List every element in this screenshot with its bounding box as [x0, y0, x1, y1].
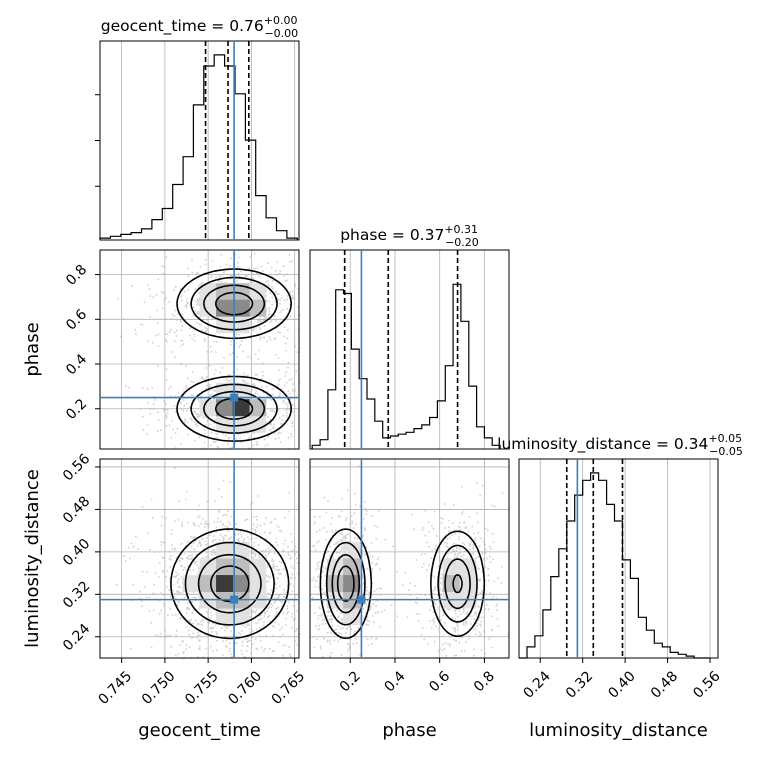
- truth-marker-phase_vs_geocent_time: [230, 393, 239, 402]
- density-cell: [199, 399, 217, 417]
- ytick-label-phase-0: 0.2: [63, 396, 90, 423]
- contour-luminosity_distance_vs_phase-0: [319, 528, 486, 640]
- density-cell: [249, 415, 267, 433]
- x-axis-label-phase: phase: [382, 720, 436, 741]
- title-plus-error: +0.00: [264, 14, 298, 27]
- ytick-label-luminosity_distance-1: 0.32: [60, 578, 93, 611]
- sample-points-luminosity_distance_vs_phase: [311, 465, 510, 659]
- density-cell: [216, 399, 233, 417]
- density-cell: [442, 558, 460, 576]
- density-cell: [216, 382, 233, 400]
- ytick-label-phase-1: 0.4: [63, 351, 90, 378]
- density-cell: [182, 575, 200, 592]
- panel-frame-luminosity_distance-luminosity_distance: [518, 458, 719, 659]
- xtick-label-geocent_time-1: 0.750: [139, 668, 179, 708]
- truth-marker-luminosity_distance_vs_geocent_time: [230, 595, 239, 604]
- ytick-label-luminosity_distance-3: 0.48: [60, 493, 93, 526]
- sample-points-luminosity_distance_vs_geocent_time: [115, 467, 301, 660]
- title-minus-error: −0.05: [709, 445, 743, 458]
- contour-luminosity_distance_vs_phase-2: [331, 553, 471, 614]
- xtick-label-phase-0: 0.2: [337, 668, 364, 695]
- contour-phase_vs_geocent_time-3: [214, 291, 254, 420]
- xtick-label-phase-2: 0.6: [426, 668, 453, 695]
- density-cell: [326, 575, 344, 592]
- y-axis-label-luminosity_distance: luminosity_distance: [22, 469, 43, 648]
- density-cell: [216, 299, 233, 317]
- title-value: phase = 0.37: [340, 226, 444, 244]
- density-cell: [442, 575, 460, 592]
- title-value: geocent_time = 0.76: [101, 17, 264, 36]
- density-cell: [232, 541, 250, 559]
- title-plus-error: +0.05: [708, 432, 742, 445]
- xtick-label-geocent_time-4: 0.765: [269, 668, 309, 708]
- histogram-phase: [311, 283, 501, 449]
- density-cell: [232, 575, 250, 592]
- title-value: luminosity_distance = 0.34: [497, 435, 708, 454]
- contour-luminosity_distance_vs_geocent_time-2: [197, 553, 262, 614]
- histogram-luminosity_distance: [519, 472, 710, 659]
- title-plus-error: +0.31: [444, 223, 478, 236]
- panel-title-geocent_time: geocent_time = 0.76+0.00 −0.00: [101, 14, 298, 40]
- contour-luminosity_distance_vs_phase-1: [325, 541, 478, 626]
- ytick-label-phase-2: 0.6: [63, 306, 90, 333]
- density-cell: [232, 399, 250, 417]
- xtick-label-luminosity_distance-0: 0.24: [520, 668, 553, 701]
- density-cell: [199, 558, 217, 576]
- panel-frame-luminosity_distance-phase: [309, 458, 510, 659]
- density-cell: [199, 575, 217, 592]
- x-axis-label-luminosity_distance: luminosity_distance: [529, 720, 708, 741]
- ytick-label-luminosity_distance-0: 0.24: [60, 621, 93, 654]
- panel-frame-phase-phase: [309, 249, 510, 450]
- xtick-label-geocent_time-3: 0.760: [225, 668, 265, 708]
- contour-luminosity_distance_vs_geocent_time-1: [184, 541, 275, 626]
- xtick-label-luminosity_distance-4: 0.56: [690, 668, 723, 701]
- density-cell: [232, 316, 250, 334]
- y-axis-label-phase: phase: [22, 322, 43, 376]
- ytick-label-luminosity_distance-4: 0.56: [60, 451, 93, 484]
- xtick-label-geocent_time-2: 0.755: [182, 668, 222, 708]
- ytick-label-luminosity_distance-2: 0.40: [60, 536, 93, 569]
- density-cell: [249, 299, 267, 317]
- title-minus-error: −0.00: [264, 27, 298, 40]
- title-minus-error: −0.20: [445, 236, 479, 249]
- density-cell: [459, 575, 477, 592]
- panel-frame-phase-geocent_time: [99, 249, 300, 450]
- density-cell: [199, 299, 217, 317]
- density-cell: [343, 575, 361, 592]
- contour-phase_vs_geocent_time-0: [176, 268, 292, 442]
- density-cell: [249, 558, 267, 576]
- density-cell: [232, 415, 250, 433]
- panel-frame-luminosity_distance-geocent_time: [99, 458, 300, 659]
- xtick-label-phase-3: 0.8: [471, 668, 498, 695]
- x-axis-label-geocent_time: geocent_time: [138, 720, 261, 741]
- xtick-label-luminosity_distance-1: 0.32: [563, 668, 596, 701]
- xtick-label-phase-1: 0.4: [382, 668, 409, 695]
- histogram-geocent_time: [99, 54, 298, 240]
- density-cell: [216, 575, 233, 592]
- panel-title-phase: phase = 0.37+0.31 −0.20: [340, 223, 479, 249]
- truth-marker-luminosity_distance_vs_phase: [357, 595, 366, 604]
- panel-title-luminosity_distance: luminosity_distance = 0.34+0.05 −0.05: [497, 432, 743, 458]
- xtick-label-luminosity_distance-3: 0.48: [648, 668, 681, 701]
- density-cell: [199, 283, 217, 301]
- contour-luminosity_distance_vs_geocent_time-0: [170, 528, 290, 640]
- density-cell: [249, 575, 267, 592]
- contour-phase_vs_geocent_time-1: [190, 276, 278, 434]
- panel-frame-geocent_time-geocent_time: [99, 40, 300, 241]
- density-cell: [232, 558, 250, 576]
- ytick-label-phase-3: 0.8: [63, 262, 90, 289]
- xtick-label-luminosity_distance-2: 0.40: [605, 668, 638, 701]
- xtick-label-geocent_time-0: 0.745: [96, 668, 136, 708]
